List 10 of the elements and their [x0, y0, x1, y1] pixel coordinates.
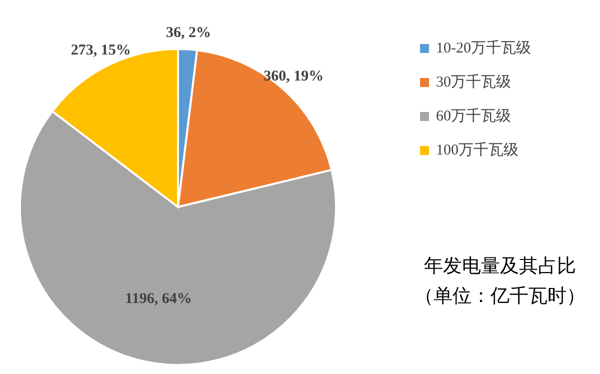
data-label: 1196, 64%: [125, 291, 192, 308]
data-label: 36, 2%: [166, 24, 212, 41]
legend-label: 100万千瓦级: [436, 141, 518, 158]
text: （单位：亿千瓦时）: [414, 286, 586, 307]
legend-label: 60万千瓦级: [436, 107, 511, 124]
data-label: 273, 15%: [70, 42, 131, 59]
legend-label: 10-20万千瓦级: [436, 39, 531, 56]
data-label: 360, 19%: [264, 68, 324, 85]
legend-label: 30万千瓦级: [436, 73, 511, 90]
text: 年发电量及其占比: [424, 256, 576, 277]
